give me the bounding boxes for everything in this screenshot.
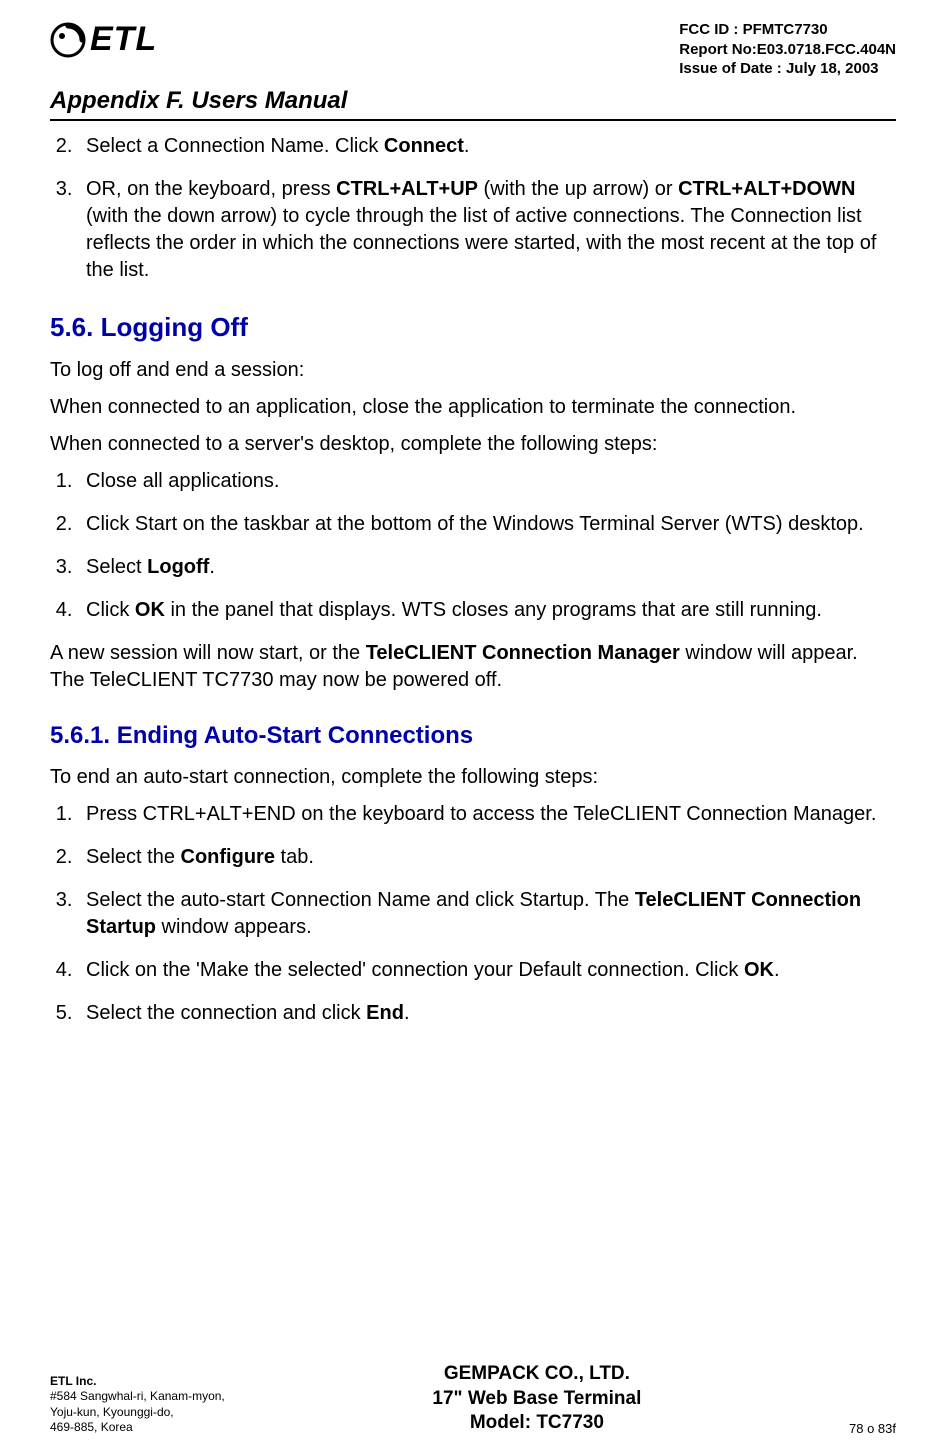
bold-text: TeleCLIENT Connection Manager [366, 642, 680, 664]
list-item: Select a Connection Name. Click Connect. [78, 133, 896, 160]
list-item: Select the auto-start Connection Name an… [78, 887, 896, 941]
text: Select the [86, 846, 181, 868]
footer-center2: 17" Web Base Terminal [432, 1387, 641, 1412]
text: Press CTRL+ALT+END on the keyboard to ac… [86, 803, 876, 825]
bold-text: Configure [181, 846, 275, 868]
text: Select [86, 556, 147, 578]
text: (with the down arrow) to cycle through t… [86, 205, 876, 281]
text: . [404, 1002, 410, 1024]
paragraph: To log off and end a session: [50, 357, 896, 384]
bold-text: OK [135, 599, 165, 621]
list-item: Close all applications. [78, 468, 896, 495]
text: Click [86, 599, 135, 621]
text: . [209, 556, 215, 578]
bold-text: End [366, 1002, 404, 1024]
logoff-steps: Close all applications. Click Start on t… [50, 468, 896, 624]
text: Click on the 'Make the selected' connect… [86, 959, 744, 981]
paragraph: A new session will now start, or the Tel… [50, 640, 896, 694]
paragraph: To end an auto-start connection, complet… [50, 764, 896, 791]
list-item: OR, on the keyboard, press CTRL+ALT+UP (… [78, 176, 896, 284]
text: . [464, 135, 470, 157]
text: Click Start on the taskbar at the bottom… [86, 513, 864, 535]
text: Close all applications. [86, 470, 279, 492]
header-row: ETL FCC ID : PFMTC7730 Report No:E03.071… [50, 20, 896, 79]
appendix-title: Appendix F. Users Manual [50, 87, 896, 115]
footer-addr3: 469-885, Korea [50, 1420, 225, 1436]
document-page: ETL FCC ID : PFMTC7730 Report No:E03.071… [0, 0, 946, 1456]
list-item: Select the connection and click End. [78, 1000, 896, 1027]
bold-text: Logoff [147, 556, 209, 578]
footer-company: ETL Inc. [50, 1374, 225, 1390]
fcc-id: FCC ID : PFMTC7730 [679, 20, 896, 40]
footer-center1: GEMPACK CO., LTD. [432, 1362, 641, 1387]
list-item: Click on the 'Make the selected' connect… [78, 957, 896, 984]
list-item: Select Logoff. [78, 554, 896, 581]
text: window appears. [156, 916, 312, 938]
report-no: Report No:E03.0718.FCC.404N [679, 40, 896, 60]
footer-center: GEMPACK CO., LTD. 17" Web Base Terminal … [432, 1362, 641, 1436]
header-meta: FCC ID : PFMTC7730 Report No:E03.0718.FC… [679, 20, 896, 79]
footer-addr1: #584 Sangwhal-ri, Kanam-myon, [50, 1389, 225, 1405]
text: OR, on the keyboard, press [86, 178, 336, 200]
section-heading-5-6: 5.6. Logging Off [50, 312, 896, 343]
section-heading-5-6-1: 5.6.1. Ending Auto-Start Connections [50, 722, 896, 750]
paragraph: When connected to an application, close … [50, 394, 896, 421]
bold-text: Connect [384, 135, 464, 157]
logo-text: ETL [90, 20, 157, 59]
bold-text: CTRL+ALT+UP [336, 178, 478, 200]
text: tab. [275, 846, 314, 868]
list-item: Press CTRL+ALT+END on the keyboard to ac… [78, 801, 896, 828]
paragraph: When connected to a server's desktop, co… [50, 431, 896, 458]
issue-date: Issue of Date : July 18, 2003 [679, 59, 896, 79]
brand-logo: ETL [50, 20, 157, 59]
footer-addr2: Yoju-kun, Kyounggi-do, [50, 1405, 225, 1421]
page-footer: ETL Inc. #584 Sangwhal-ri, Kanam-myon, Y… [50, 1362, 896, 1436]
intro-list: Select a Connection Name. Click Connect.… [50, 133, 896, 284]
list-item: Click OK in the panel that displays. WTS… [78, 597, 896, 624]
text: Select a Connection Name. Click [86, 135, 384, 157]
text: Select the auto-start Connection Name an… [86, 889, 635, 911]
footer-center3: Model: TC7730 [432, 1411, 641, 1436]
footer-page-number: 78 o 83f [849, 1421, 896, 1436]
logo-mark: ETL [50, 20, 157, 59]
bold-text: CTRL+ALT+DOWN [678, 178, 855, 200]
text: (with the up arrow) or [478, 178, 678, 200]
footer-left: ETL Inc. #584 Sangwhal-ri, Kanam-myon, Y… [50, 1374, 225, 1436]
list-item: Select the Configure tab. [78, 844, 896, 871]
text: . [774, 959, 780, 981]
header-rule [50, 119, 896, 121]
text: A new session will now start, or the [50, 642, 366, 664]
autostart-steps: Press CTRL+ALT+END on the keyboard to ac… [50, 801, 896, 1027]
list-item: Click Start on the taskbar at the bottom… [78, 511, 896, 538]
swirl-icon [50, 22, 86, 58]
bold-text: OK [744, 959, 774, 981]
text: Select the connection and click [86, 1002, 366, 1024]
text: in the panel that displays. WTS closes a… [165, 599, 822, 621]
